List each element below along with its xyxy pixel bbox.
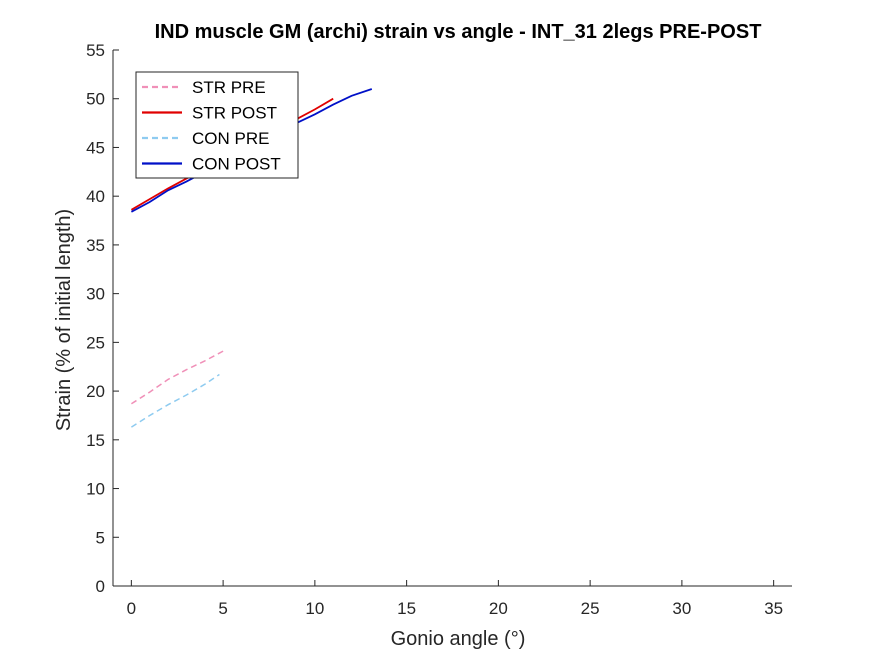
- y-tick-label: 15: [86, 431, 105, 450]
- x-tick-label: 25: [581, 599, 600, 618]
- y-tick-label: 55: [86, 41, 105, 60]
- y-tick-label: 10: [86, 480, 105, 499]
- y-tick-label: 20: [86, 382, 105, 401]
- series-line-con-pre: [130, 373, 220, 428]
- legend-entry-label: STR POST: [192, 104, 277, 123]
- legend-entry-label: STR PRE: [192, 78, 266, 97]
- y-tick-label: 40: [86, 187, 105, 206]
- y-tick-label: 5: [96, 528, 105, 547]
- x-tick-label: 0: [127, 599, 136, 618]
- y-tick-label: 35: [86, 236, 105, 255]
- x-tick-label: 15: [397, 599, 416, 618]
- x-tick-label: 20: [489, 599, 508, 618]
- x-tick-label: 5: [218, 599, 227, 618]
- legend-entry-label: CON POST: [192, 155, 281, 174]
- legend-entry-label: CON PRE: [192, 129, 269, 148]
- x-tick-label: 10: [305, 599, 324, 618]
- series-line-str-pre: [130, 350, 224, 405]
- y-tick-label: 25: [86, 333, 105, 352]
- y-tick-label: 45: [86, 138, 105, 157]
- chart-title: IND muscle GM (archi) strain vs angle - …: [155, 21, 762, 43]
- y-tick-label: 0: [96, 577, 105, 596]
- legend-box: [135, 71, 299, 179]
- y-tick-label: 30: [86, 285, 105, 304]
- x-axis-label: Gonio angle (°): [391, 628, 526, 650]
- axes: 0 5 10 15 20 25 30 35 0 5 10 15 20 25 30 35 40 45 50 55: [86, 41, 792, 618]
- x-tick-label: 30: [672, 599, 691, 618]
- y-axis-label: Strain (% of initial length): [53, 209, 75, 431]
- y-tick-label: 50: [86, 90, 105, 109]
- x-tick-label: 35: [764, 599, 783, 618]
- legend: STR PRE STR POST CON PRE CON POST: [135, 71, 299, 179]
